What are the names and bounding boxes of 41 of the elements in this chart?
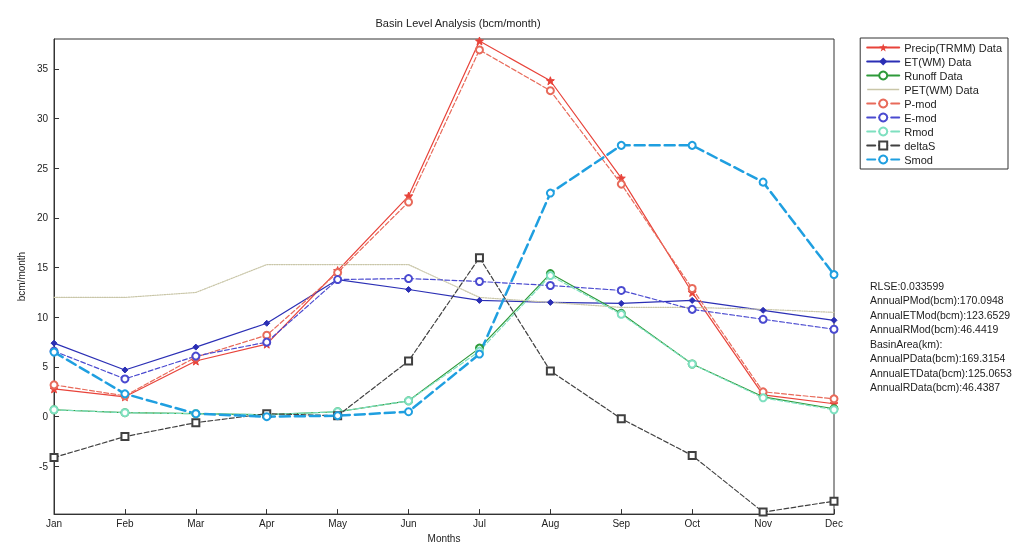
legend-label: P-mod xyxy=(904,97,937,110)
text: RLSE:0.033599 xyxy=(870,279,945,292)
x-tick-label: Apr xyxy=(258,517,276,529)
y-tick-label: 0 xyxy=(42,411,49,423)
x-tick-label: Jan xyxy=(45,517,63,529)
x-tick-label: Jun xyxy=(400,517,417,529)
x-tick-label: Oct xyxy=(684,517,701,529)
y-tick-label: 15 xyxy=(36,262,49,274)
legend-label: E-mod xyxy=(904,111,937,124)
x-tick-label: Sep xyxy=(612,517,631,529)
legend-label: ET(WM) Data xyxy=(904,55,973,68)
text: AnnualETMod(bcm):123.6529 xyxy=(870,308,1011,321)
y-tick-label: 10 xyxy=(36,311,49,323)
x-tick-label: Aug xyxy=(541,517,560,529)
legend-label: Rmod xyxy=(904,125,934,138)
x-tick-label: Nov xyxy=(754,517,772,529)
y-tick-label: -5 xyxy=(39,460,49,472)
text: AnnualRData(bcm):46.4387 xyxy=(870,381,1001,393)
text: BasinArea(km): xyxy=(870,337,943,350)
x-tick-label: May xyxy=(328,517,348,529)
y-tick-label: 20 xyxy=(36,212,49,224)
text: AnnualPMod(bcm):170.0948 xyxy=(870,294,1004,306)
y-tick-label: 35 xyxy=(36,63,49,75)
x-tick-label: Feb xyxy=(116,517,134,529)
y-tick-label: 30 xyxy=(36,113,49,125)
y-tick-label: 5 xyxy=(42,361,49,373)
y-axis-title: bcm/month xyxy=(15,251,27,302)
text: AnnualETData(bcm):125.0653 xyxy=(870,366,1012,379)
legend-label: Smod xyxy=(904,153,933,166)
legend-label: Precip(TRMM) Data xyxy=(904,41,1003,54)
legend-label: deltaS xyxy=(904,139,936,152)
x-tick-label: Jul xyxy=(473,517,486,529)
x-tick-label: Mar xyxy=(187,517,206,529)
legend-label: PET(WM) Data xyxy=(904,83,980,96)
text: AnnualRMod(bcm):46.4419 xyxy=(870,323,999,335)
x-tick-label: Dec xyxy=(825,517,843,529)
text: AnnualPData(bcm):169.3154 xyxy=(870,352,1006,364)
chart-title: Basin Level Analysis (bcm/month) xyxy=(375,16,541,29)
x-axis-title: Months xyxy=(427,532,461,544)
legend-label: Runoff Data xyxy=(904,69,964,82)
y-tick-label: 25 xyxy=(36,162,49,174)
